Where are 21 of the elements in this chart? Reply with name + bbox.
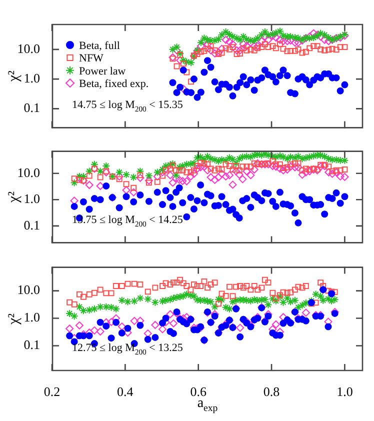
y-tick-label: 1.0	[24, 191, 40, 206]
y-axis-title: χ²	[6, 312, 22, 326]
y-tick-label: 0.1	[24, 217, 40, 232]
legend-label: Power law	[79, 65, 126, 78]
y-tick-label: 10.0	[17, 40, 40, 56]
legend-label: Beta, full	[79, 40, 120, 52]
legend-label: Beta, fixed exp.	[79, 78, 149, 90]
x-tick-label: 0.6	[190, 384, 207, 400]
y-tick-label: 1.0	[24, 70, 40, 86]
x-tick-label: 0.8	[263, 384, 280, 400]
y-tick-label: 0.1	[24, 337, 40, 352]
y-tick-label: 10.0	[17, 282, 40, 298]
x-tick-label: 0.4	[117, 384, 134, 400]
x-tick-label: 0.2	[44, 384, 60, 400]
y-tick-label: 1.0	[24, 310, 40, 325]
y-axis-title: χ²	[6, 190, 22, 204]
y-axis-title: χ²	[6, 70, 22, 83]
y-tick-label: 0.1	[24, 100, 40, 116]
y-tick-label: 10.0	[17, 164, 40, 180]
x-tick-label: 1.0	[336, 384, 353, 400]
legend-label: NFW	[79, 52, 104, 65]
